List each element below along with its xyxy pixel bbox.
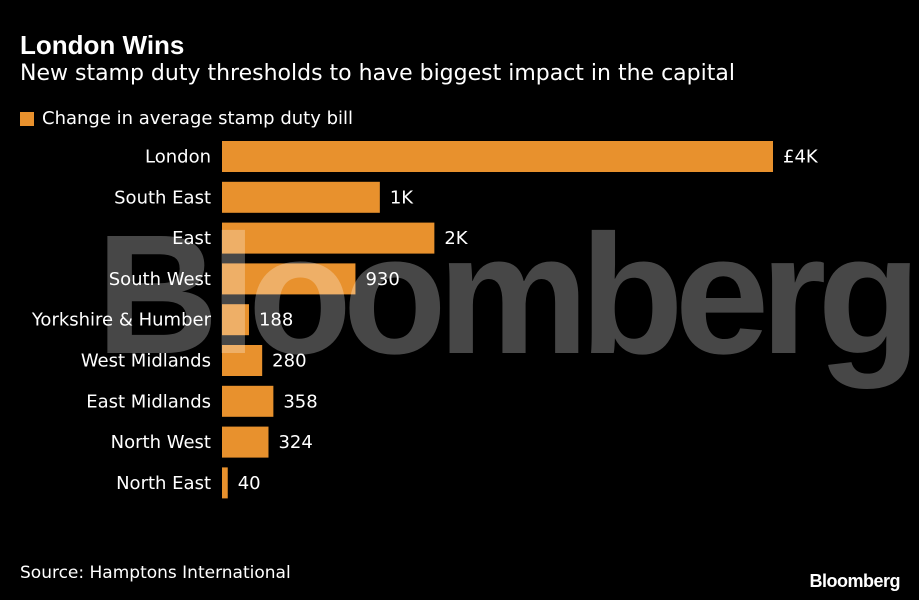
bar [222,467,228,499]
chart-title: London Wins [20,30,185,60]
bar [222,222,435,254]
value-label: 358 [283,391,317,412]
category-label: South East [114,187,211,208]
category-label: North East [116,473,211,494]
value-label: 40 [238,473,261,494]
bar [222,304,249,336]
category-label: South West [109,269,211,290]
category-label: North West [111,432,211,453]
chart-subtitle: New stamp duty thresholds to have bigges… [20,61,735,86]
category-label: East [172,228,211,249]
source-note: Source: Hamptons International [20,563,291,583]
bar [222,181,380,213]
value-label: 2K [444,228,468,249]
category-label: East Midlands [86,391,211,412]
category-label: Yorkshire & Humber [31,310,212,331]
category-label: London [145,147,211,168]
bar [222,141,773,172]
bar [222,385,274,417]
value-label: 188 [259,310,293,331]
legend-label: Change in average stamp duty bill [42,108,354,129]
value-label: £4K [783,147,819,168]
value-label: 324 [278,432,312,453]
legend-swatch [20,112,34,126]
category-label: West Midlands [81,351,211,372]
value-label: 280 [272,351,306,372]
value-label: 930 [365,269,399,290]
bar [222,426,269,458]
bloomberg-logo: Bloomberg [809,571,900,591]
bar [222,263,356,295]
value-label: 1K [390,187,414,208]
bar [222,345,263,376]
legend: Change in average stamp duty bill [20,107,353,131]
